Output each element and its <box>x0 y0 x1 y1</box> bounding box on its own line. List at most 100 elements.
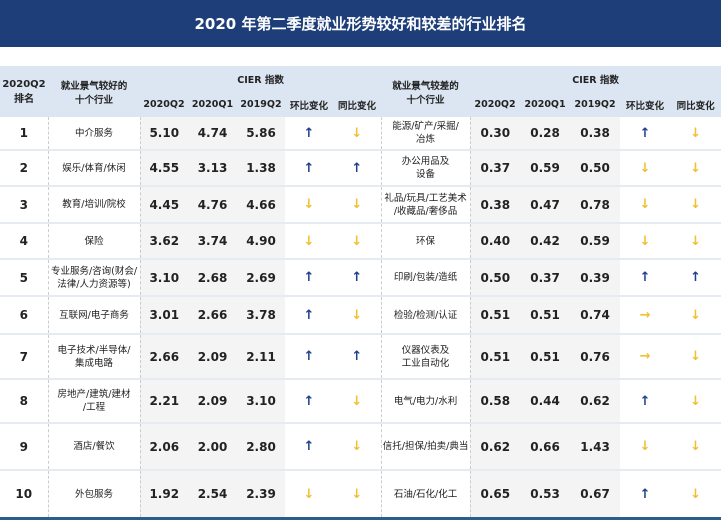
arrow-up-icon: ↑ <box>639 125 651 141</box>
table-row: 6 互联网/电子商务 3.01 2.66 3.78 ↑ ↓ 检验/检测/认证 0.51 0.51 0… <box>0 296 721 335</box>
arrow-up-icon: ↑ <box>303 439 315 454</box>
index-value: 0.59 <box>520 150 571 187</box>
index-value: 4.55 <box>140 150 188 187</box>
arrow-up-icon: ↑ <box>303 270 315 285</box>
table-row: 7 电子技术/半导体/ 集成电路 2.66 2.09 2.11 ↑ ↑ 仪器仪表及 工业自动化… <box>0 334 721 380</box>
arrow-cell: ↑ <box>285 259 333 297</box>
arrow-up-icon: ↑ <box>639 270 651 285</box>
index-value: 1.92 <box>140 470 188 519</box>
index-value: 2.39 <box>237 470 285 519</box>
arrow-right-icon: → <box>639 349 651 364</box>
index-value: 4.90 <box>237 223 285 260</box>
rank-cell: 1 <box>0 117 48 151</box>
arrow-down-icon: ↓ <box>690 160 702 176</box>
index-value: 2.06 <box>140 423 188 471</box>
index-value: 0.38 <box>570 117 621 151</box>
index-value: 2.68 <box>188 259 237 297</box>
index-value: 0.37 <box>470 150 521 187</box>
arrow-cell: ↓ <box>285 223 333 260</box>
index-value: 2.80 <box>237 423 285 471</box>
arrow-cell: ↓ <box>620 150 671 187</box>
industry-name: 教育/培训/院校 <box>47 186 141 224</box>
index-value: 3.13 <box>188 150 237 187</box>
index-value: 2.66 <box>188 296 237 335</box>
index-value: 0.67 <box>570 470 621 519</box>
index-value: 0.37 <box>520 259 571 297</box>
arrow-down-icon: ↓ <box>303 197 315 212</box>
rank-cell: 6 <box>0 296 48 335</box>
index-value: 0.50 <box>570 150 621 187</box>
arrow-down-icon: ↓ <box>690 486 702 502</box>
arrow-down-icon: ↓ <box>351 486 363 502</box>
arrow-cell: ↓ <box>620 186 671 224</box>
rank-cell: 4 <box>0 223 48 260</box>
header-col: 2020Q2 <box>140 92 188 117</box>
industry-name: 检验/检测/认证 <box>380 296 471 335</box>
index-value: 0.40 <box>470 223 521 260</box>
index-value: 0.66 <box>520 423 571 471</box>
arrow-cell: ↓ <box>670 150 721 187</box>
arrow-down-icon: ↓ <box>639 439 651 454</box>
table-row: 4 保险 3.62 3.74 4.90 ↓ ↓ 环保 0.40 0.42 0.59 ↓ ↓ <box>0 223 721 260</box>
index-value: 4.74 <box>188 117 237 151</box>
industry-name: 保险 <box>47 223 141 260</box>
arrow-up-icon: ↑ <box>303 307 315 323</box>
header-col: 2020Q1 <box>520 92 571 117</box>
arrow-cell: ↓ <box>670 423 721 471</box>
index-value: 0.51 <box>470 296 521 335</box>
arrow-cell: ↓ <box>670 470 721 519</box>
arrow-cell: → <box>620 334 671 380</box>
index-value: 0.74 <box>570 296 621 335</box>
header-col: 2019Q2 <box>570 92 621 117</box>
arrow-cell: ↓ <box>670 296 721 335</box>
index-value: 3.10 <box>237 379 285 424</box>
index-value: 5.86 <box>237 117 285 151</box>
index-value: 0.62 <box>470 423 521 471</box>
arrow-up-icon: ↑ <box>351 160 363 176</box>
index-value: 2.11 <box>237 334 285 380</box>
index-value: 4.66 <box>237 186 285 224</box>
industry-name: 能源/矿产/采掘/ 冶炼 <box>380 117 471 151</box>
arrow-cell: ↑ <box>620 379 671 424</box>
arrow-cell: ↓ <box>670 334 721 380</box>
index-value: 3.01 <box>140 296 188 335</box>
arrow-down-icon: ↓ <box>690 393 702 409</box>
arrow-down-icon: ↓ <box>351 307 363 323</box>
index-value: 2.54 <box>188 470 237 519</box>
index-value: 0.39 <box>570 259 621 297</box>
arrow-cell: ↓ <box>333 117 382 151</box>
arrow-cell: ↓ <box>285 186 333 224</box>
arrow-cell: ↓ <box>333 223 382 260</box>
index-value: 3.78 <box>237 296 285 335</box>
arrow-right-icon: → <box>639 307 651 323</box>
arrow-down-icon: ↓ <box>639 197 651 212</box>
table-row: 8 房地产/建筑/建材 /工程 2.21 2.09 3.10 ↑ ↓ 电气/电力/水利 0.58… <box>0 379 721 424</box>
index-value: 0.51 <box>520 296 571 335</box>
arrow-up-icon: ↑ <box>639 486 651 502</box>
industry-name: 环保 <box>380 223 471 260</box>
arrow-up-icon: ↑ <box>303 160 315 176</box>
table-row: 10 外包服务 1.92 2.54 2.39 ↓ ↓ 石油/石化/化工 0.65 0.53 0.67… <box>0 470 721 519</box>
header-bad: 就业景气较差的 十个行业 <box>381 66 471 117</box>
index-value: 0.51 <box>470 334 521 380</box>
index-value: 0.53 <box>520 470 571 519</box>
arrow-cell: ↑ <box>333 259 382 297</box>
ranking-table-wrap: 2020Q2 排名 就业景气较好的 十个行业 CIER 指数 就业景气较差的 十… <box>0 66 721 519</box>
arrow-down-icon: ↓ <box>639 233 651 249</box>
index-value: 0.65 <box>470 470 521 519</box>
arrow-down-icon: ↓ <box>690 197 702 212</box>
arrow-cell: ↓ <box>333 296 382 335</box>
arrow-cell: ↑ <box>285 423 333 471</box>
index-value: 3.74 <box>188 223 237 260</box>
arrow-cell: ↓ <box>285 470 333 519</box>
header-good: 就业景气较好的 十个行业 <box>48 66 140 117</box>
table-row: 9 酒店/餐饮 2.06 2.00 2.80 ↑ ↓ 信托/担保/拍卖/典当 0.62 0.66 1… <box>0 423 721 471</box>
arrow-cell: ↑ <box>620 470 671 519</box>
header-index-right: CIER 指数 <box>470 66 721 92</box>
rank-cell: 8 <box>0 379 48 424</box>
arrow-cell: ↓ <box>333 470 382 519</box>
arrow-cell: ↑ <box>285 150 333 187</box>
arrow-down-icon: ↓ <box>351 393 363 409</box>
industry-name: 酒店/餐饮 <box>47 423 141 471</box>
arrow-cell: ↑ <box>285 379 333 424</box>
